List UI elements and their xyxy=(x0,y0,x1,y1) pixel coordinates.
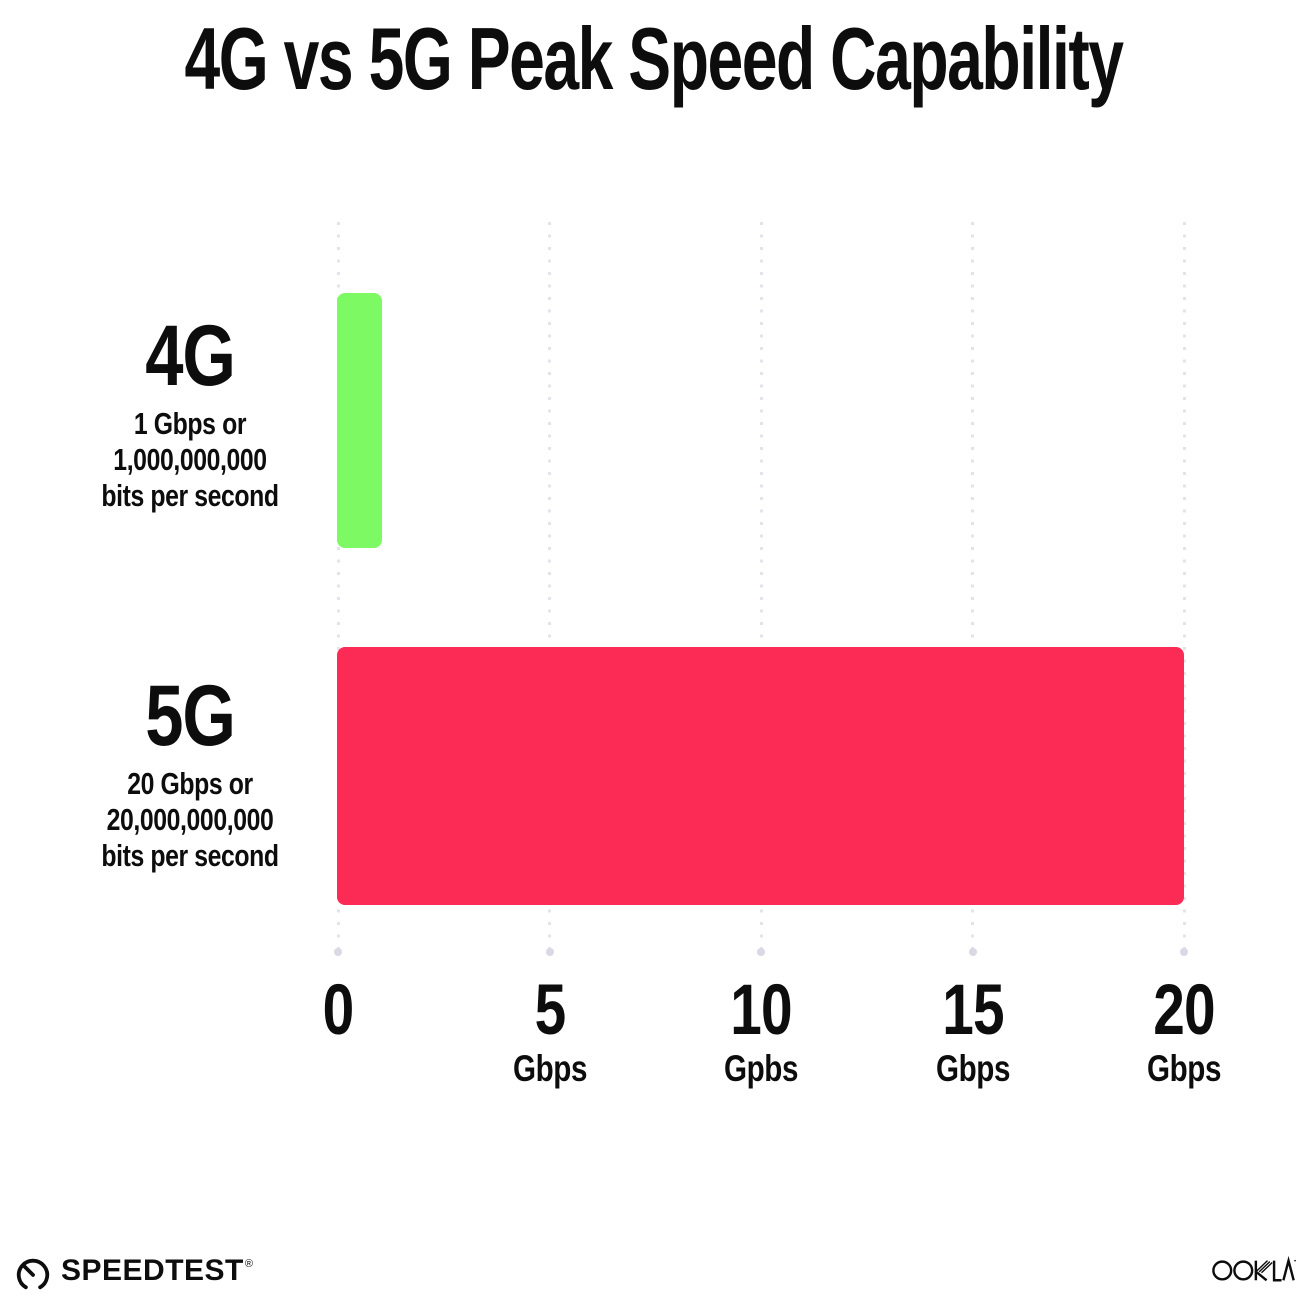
x-tick-5: 5 Gbps xyxy=(503,975,596,1089)
row-label-5g: 5G 20 Gbps or 20,000,000,000 bits per se… xyxy=(20,668,360,874)
x-tick-20: 20 Gbps xyxy=(1138,975,1231,1089)
sublabel-5g-line1: 20 Gbps or xyxy=(127,766,253,801)
x-tick-15-unit: Gbps xyxy=(935,1048,1010,1089)
gridline-5 xyxy=(548,222,551,956)
x-tick-5-unit: Gbps xyxy=(512,1048,587,1089)
sublabel-5g-line2: 20,000,000,000 xyxy=(106,802,274,837)
gridline-end-dot xyxy=(1180,948,1188,956)
speedtest-wordmark: SPEEDTEST® xyxy=(61,1254,254,1287)
x-tick-0: 0 xyxy=(319,975,358,1047)
x-tick-10-value: 10 xyxy=(730,971,792,1050)
bar-5g xyxy=(337,647,1184,905)
row-label-4g: 4G 1 Gbps or 1,000,000,000 bits per seco… xyxy=(20,308,360,514)
gridline-end-dot xyxy=(334,948,342,956)
gridline-0 xyxy=(336,222,340,956)
gridline-end-dot xyxy=(545,948,554,956)
x-tick-15-value: 15 xyxy=(941,971,1004,1050)
gridline-end-dot xyxy=(968,948,977,956)
x-tick-20-value: 20 xyxy=(1153,971,1215,1050)
bar-4g xyxy=(337,293,382,548)
sublabel-4g-line3: bits per second xyxy=(101,478,279,513)
gridline-end-dot xyxy=(757,948,765,956)
x-tick-10-unit: Gpbs xyxy=(723,1048,799,1089)
ookla-wordmark-icon xyxy=(1212,1255,1296,1282)
category-label-4g: 4G xyxy=(145,308,236,404)
sublabel-4g-line2: 1,000,000,000 xyxy=(113,442,267,477)
speedtest-gauge-icon xyxy=(16,1258,50,1290)
gridline-20 xyxy=(1182,222,1186,956)
gridline-10 xyxy=(759,222,763,956)
x-tick-10: 10 Gpbs xyxy=(715,975,808,1089)
x-tick-0-value: 0 xyxy=(322,971,355,1050)
chart-title: 4G vs 5G Peak Speed Capability xyxy=(0,8,1308,110)
x-tick-20-unit: Gbps xyxy=(1146,1048,1222,1089)
speedtest-logo: SPEEDTEST® xyxy=(14,1252,254,1296)
speedtest-trademark: ® xyxy=(244,1258,254,1270)
gridline-15 xyxy=(971,222,974,956)
ookla-logo xyxy=(1212,1255,1296,1289)
category-label-5g: 5G xyxy=(145,668,236,764)
sublabel-4g-line1: 1 Gbps or xyxy=(133,406,247,441)
x-tick-15: 15 Gbps xyxy=(926,975,1019,1089)
chart-title-text: 4G vs 5G Peak Speed Capability xyxy=(184,9,1125,108)
x-tick-5-value: 5 xyxy=(534,971,566,1050)
sublabel-5g-line3: bits per second xyxy=(101,838,279,873)
